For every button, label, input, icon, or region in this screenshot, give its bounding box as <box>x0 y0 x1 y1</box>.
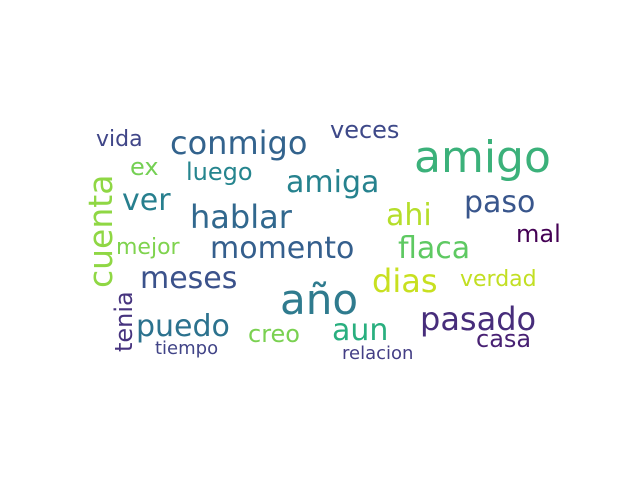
word-ano: año <box>280 275 358 324</box>
word-mejor: mejor <box>116 235 181 260</box>
word-amigo: amigo <box>414 132 551 183</box>
word-meses: meses <box>140 261 237 296</box>
word-paso: paso <box>464 185 535 220</box>
word-tiempo: tiempo <box>155 338 218 359</box>
word-conmigo: conmigo <box>170 124 307 162</box>
word-relacion: relacion <box>342 343 413 364</box>
word-ver: ver <box>122 183 171 218</box>
word-veces: veces <box>330 116 399 144</box>
word-tenia: tenia <box>110 291 138 352</box>
word-dias: dias <box>372 262 437 300</box>
word-ahi: ahi <box>386 198 432 233</box>
word-amiga: amiga <box>286 165 379 200</box>
word-momento: momento <box>210 231 354 266</box>
word-flaca: flaca <box>398 231 470 266</box>
word-luego: luego <box>186 158 253 186</box>
word-puedo: puedo <box>136 309 230 344</box>
word-cuenta: cuenta <box>81 175 120 288</box>
word-verdad: verdad <box>460 267 537 292</box>
word-aun: aun <box>332 313 388 348</box>
word-casa: casa <box>476 325 531 353</box>
word-ex: ex <box>130 153 159 181</box>
word-creo: creo <box>248 320 300 348</box>
word-mal: mal <box>516 220 561 248</box>
word-pasado: pasado <box>420 300 536 338</box>
word-vida: vida <box>96 127 143 152</box>
word-hablar: hablar <box>190 198 293 236</box>
